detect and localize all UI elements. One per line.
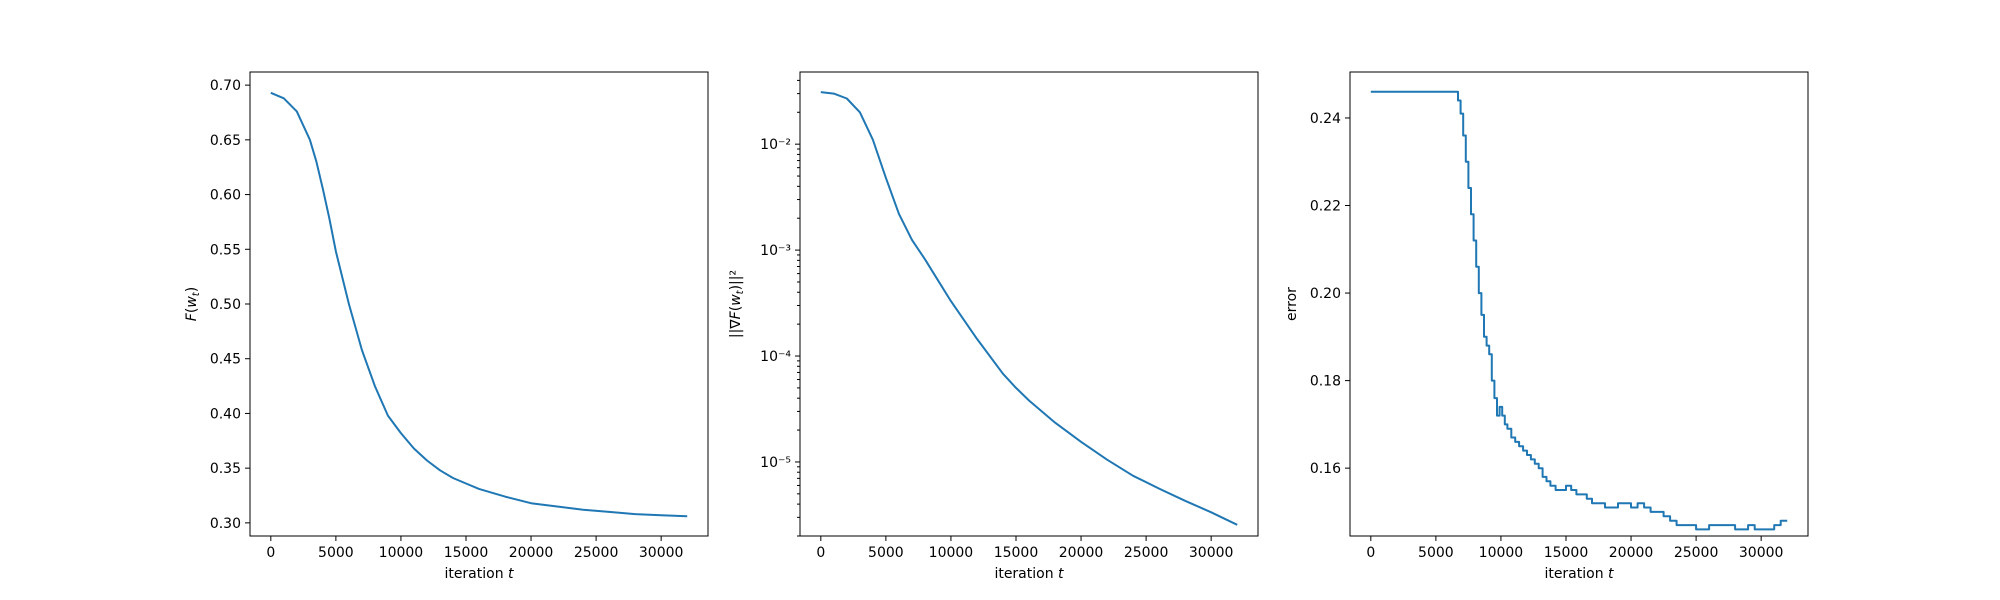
loss-xtick-label: 5000 (318, 545, 354, 561)
error-xtick-label: 0 (1366, 545, 1375, 561)
error-xtick-label: 10000 (1479, 545, 1524, 561)
error-xtick-label: 30000 (1739, 545, 1784, 561)
loss-xlabel: iteration t (444, 566, 514, 582)
error-ylabel: error (1284, 287, 1300, 321)
loss-xtick-label: 15000 (444, 545, 489, 561)
loss-ytick-label: 0.55 (210, 242, 241, 258)
loss-xtick-label: 25000 (574, 545, 619, 561)
error-series-line (1370, 90, 1788, 531)
gradient-norm-xlabel: iteration t (994, 566, 1064, 582)
error-ytick-label: 0.20 (1310, 286, 1341, 302)
loss-ytick-label: 0.40 (210, 406, 241, 422)
gradient-norm-ytick-label: 10⁻³ (760, 243, 791, 259)
loss-ytick-label: 0.65 (210, 133, 241, 149)
gradient-norm-xtick-label: 15000 (994, 545, 1039, 561)
error-ytick-label: 0.16 (1310, 461, 1341, 477)
loss-ytick-label: 0.70 (210, 78, 241, 94)
gradient-norm-xtick-label: 0 (816, 545, 825, 561)
loss-xtick-label: 30000 (639, 545, 684, 561)
error-ytick-label: 0.22 (1310, 199, 1341, 215)
error-xtick-label: 15000 (1544, 545, 1589, 561)
error-xtick-label: 25000 (1674, 545, 1719, 561)
loss-ytick-label: 0.30 (210, 516, 241, 532)
error-xlabel: iteration t (1544, 566, 1614, 582)
gradient-norm-series-line (820, 91, 1238, 526)
error-ytick-label: 0.24 (1310, 111, 1341, 127)
error-ytick-label: 0.18 (1310, 374, 1341, 390)
gradient-norm-xtick-label: 25000 (1124, 545, 1169, 561)
gradient-norm-xtick-label: 5000 (868, 545, 904, 561)
panel-error: 0 5000 10000 15000 20000 25000 30000 0.16 0.18 0.… (1284, 71, 1809, 582)
gradient-norm-xtick-label: 20000 (1059, 545, 1104, 561)
gradient-norm-xtick-label: 10000 (929, 545, 974, 561)
gradient-norm-xtick-label: 30000 (1189, 545, 1234, 561)
loss-ytick-label: 0.35 (210, 461, 241, 477)
loss-axes-frame (249, 71, 709, 537)
gradient-norm-ytick-label: 10⁻⁴ (760, 349, 791, 365)
gradient-norm-axes-frame (799, 71, 1259, 537)
loss-ytick-label: 0.50 (210, 297, 241, 313)
loss-ylabel: F(wt) (184, 287, 202, 321)
loss-series-line (270, 91, 688, 518)
loss-xtick-label: 20000 (509, 545, 554, 561)
loss-xtick-label: 0 (266, 545, 275, 561)
error-xtick-label: 5000 (1418, 545, 1454, 561)
gradient-norm-ylabel: ||∇F(wt)||² (728, 270, 746, 338)
panel-loss: 0 5000 10000 15000 20000 25000 30000 0.30 0.35 0.… (184, 71, 709, 582)
error-axes-frame (1349, 71, 1809, 537)
error-xtick-label: 20000 (1609, 545, 1654, 561)
loss-xtick-label: 10000 (379, 545, 424, 561)
gradient-norm-ytick-label: 10⁻⁵ (760, 455, 791, 471)
panel-gradient-norm: 0 5000 10000 15000 20000 25000 30000 10⁻⁵ 10⁻⁴ 10… (728, 71, 1259, 582)
loss-ytick-label: 0.45 (210, 352, 241, 368)
loss-ytick-label: 0.60 (210, 188, 241, 204)
gradient-norm-ytick-label: 10⁻² (760, 137, 791, 153)
